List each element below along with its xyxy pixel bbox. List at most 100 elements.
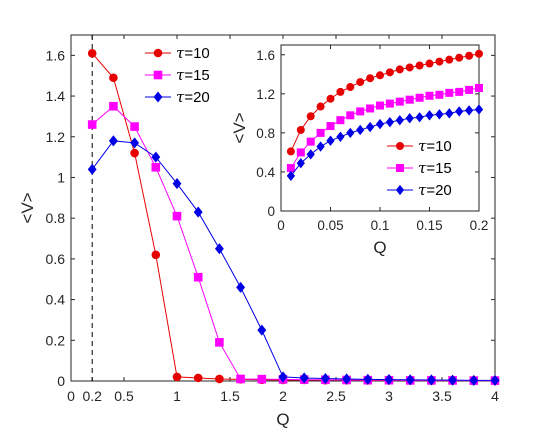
- main-x-tick-label: 1: [173, 388, 181, 404]
- main-y-tick-label: 1.2: [46, 129, 66, 145]
- inset-data-point: [415, 61, 424, 70]
- inset-data-point: [366, 74, 375, 83]
- main-data-point: [193, 373, 203, 383]
- inset-legend-marker: [396, 164, 404, 172]
- main-data-point: [257, 374, 267, 384]
- main-x-axis-label: Q: [276, 410, 289, 429]
- inset-series-1: [286, 49, 483, 156]
- inset-legend-marker: [396, 142, 404, 150]
- main-data-point: [87, 49, 97, 58]
- inset-data-point: [474, 104, 484, 115]
- main-legend-marker: [153, 91, 163, 103]
- inset-data-point: [455, 53, 464, 62]
- main-data-point: [469, 374, 479, 386]
- inset-data-point: [405, 95, 414, 104]
- inset-plot: 0 0.05 0.1 0.15 0.200.40.81.21.6Q<V>τ=10τ=15…: [230, 44, 489, 257]
- inset-y-tick-label: 0.4: [256, 165, 275, 180]
- inset-series-2: [286, 83, 483, 173]
- main-legend-label: τ=10: [176, 44, 210, 62]
- inset-y-tick-label: 1.2: [256, 87, 275, 102]
- main-data-point: [172, 178, 182, 190]
- main-data-point: [108, 135, 118, 147]
- inset-data-point: [395, 65, 404, 74]
- inset-legend-label: τ=10: [418, 137, 452, 155]
- inset-legend: τ=10τ=15τ=20: [387, 137, 452, 199]
- inset-data-point: [366, 104, 375, 113]
- inset-data-point: [365, 121, 375, 133]
- inset-data-point: [425, 110, 434, 121]
- inset-data-point: [405, 63, 414, 72]
- main-data-point: [278, 371, 288, 383]
- inset-data-point: [475, 83, 483, 92]
- main-data-point: [236, 281, 246, 293]
- main-data-point: [87, 120, 97, 129]
- inset-data-point: [415, 93, 424, 102]
- inset-data-point: [336, 131, 345, 142]
- main-legend-value: =15: [184, 67, 209, 84]
- main-x-tick-label: 3: [385, 388, 393, 404]
- main-data-point: [236, 374, 245, 384]
- main-data-point: [342, 373, 352, 385]
- inset-data-point: [346, 111, 355, 120]
- inset-data-point: [336, 87, 345, 96]
- inset-data-point: [346, 82, 355, 91]
- inset-data-point: [316, 141, 325, 152]
- main-data-point: [151, 250, 161, 260]
- main-data-point: [215, 338, 224, 347]
- main-legend-label: τ=15: [176, 66, 210, 84]
- inset-data-point: [286, 147, 295, 156]
- main-data-point: [172, 372, 182, 382]
- main-data-point: [426, 374, 436, 386]
- inset-data-point: [385, 99, 394, 108]
- inset-y-tick-label: 0.8: [256, 126, 275, 141]
- main-legend-value: =10: [184, 45, 209, 62]
- inset-data-point: [415, 112, 424, 123]
- main-y-tick-label: 1: [57, 169, 65, 185]
- main-data-point: [130, 148, 139, 158]
- inset-legend-value: =10: [426, 138, 451, 155]
- main-data-point: [257, 324, 267, 336]
- inset-legend-value: =20: [426, 182, 451, 199]
- inset-x-tick-label: 0: [277, 218, 285, 233]
- inset-y-axis-label: <V>: [230, 112, 249, 143]
- inset-data-point: [296, 157, 305, 169]
- main-x-tick-label: 0.2: [82, 388, 102, 404]
- inset-data-point: [475, 49, 483, 58]
- main-data-point: [215, 374, 224, 384]
- inset-data-point: [356, 107, 365, 116]
- main-y-tick-label: 1.4: [46, 88, 66, 104]
- main-data-point: [151, 162, 161, 172]
- main-y-tick-label: 0: [57, 373, 65, 389]
- main-data-point: [172, 211, 182, 221]
- main-data-point: [320, 373, 330, 385]
- inset-x-tick-label: 0.05: [317, 218, 343, 233]
- inset-data-point: [296, 148, 305, 157]
- main-legend-label: τ=20: [176, 88, 210, 106]
- inset-data-point: [425, 91, 434, 100]
- inset-x-tick-label: 0.15: [416, 218, 442, 233]
- main-y-tick-label: 0.8: [46, 210, 66, 226]
- inset-data-point: [326, 94, 335, 103]
- main-series-3: [87, 135, 500, 386]
- inset-y-tick-label: 0: [267, 204, 275, 219]
- main-x-tick-label: 0: [67, 388, 75, 404]
- main-x-tick-label: 4: [491, 388, 499, 404]
- inset-data-point: [445, 88, 454, 97]
- main-y-tick-label: 1.6: [46, 47, 66, 63]
- inset-data-point: [435, 109, 444, 120]
- inset-data-point: [306, 112, 315, 121]
- inset-data-point: [336, 116, 345, 125]
- inset-x-axis-label: Q: [373, 238, 386, 257]
- main-x-tick-label: 2.5: [326, 388, 346, 404]
- inset-data-point: [425, 59, 434, 68]
- inset-data-point: [395, 97, 404, 106]
- inset-x-tick-label: 0.2: [470, 218, 489, 233]
- main-y-tick-label: 0.4: [46, 292, 66, 308]
- main-x-tick-label: 2: [279, 388, 287, 404]
- main-legend-marker: [153, 70, 163, 80]
- inset-data-point: [376, 71, 384, 80]
- main-data-point: [299, 372, 309, 384]
- inset-data-point: [356, 78, 365, 87]
- inset-data-point: [286, 170, 296, 182]
